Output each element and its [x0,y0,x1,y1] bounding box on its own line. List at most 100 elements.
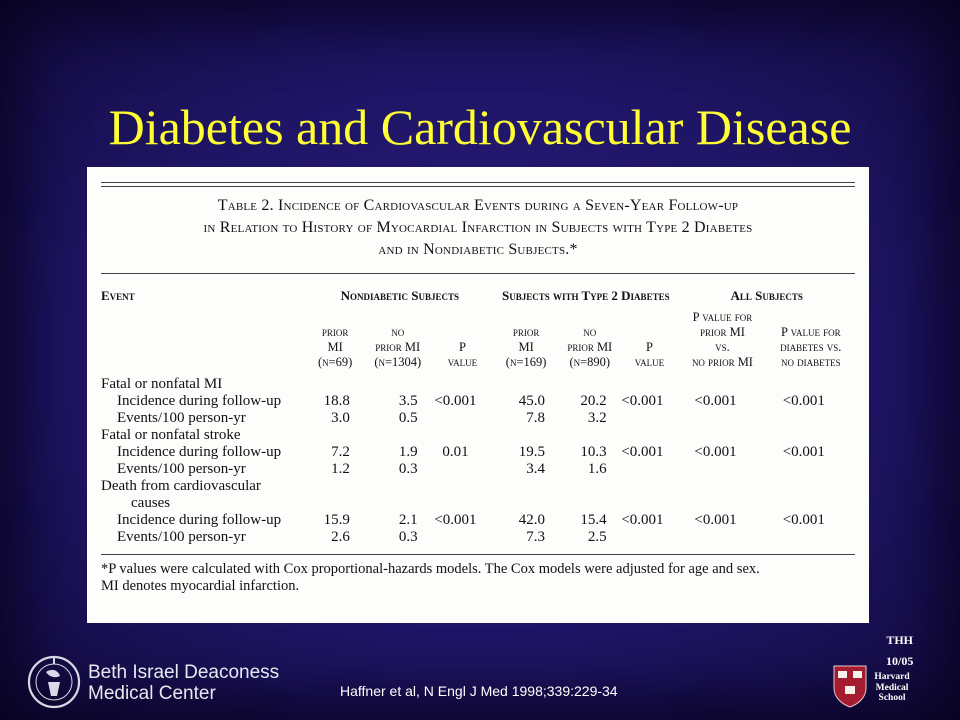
table-row: Events/100 person-yr 1.2 0.3 3.4 1.6 [101,461,855,478]
table-cell: 42.0 [518,512,545,528]
bidmc-wordmark: Beth Israel Deaconess Medical Center [88,662,279,704]
table-cell: 15.9 [323,512,350,528]
slide-title: Diabetes and Cardiovascular Disease [108,99,852,155]
table-cell: 0.5 [398,410,418,426]
table-cell: <0.001 [694,512,737,528]
table-cell [621,410,679,427]
table-cell: 3.2 [587,410,607,426]
row-label: Incidence during follow-up [117,512,282,528]
row-label: Events/100 person-yr [117,529,246,545]
row-label: Events/100 person-yr [117,461,246,477]
table-cell [678,427,766,444]
row-label: Fatal or nonfatal MI [101,376,223,392]
table-cell: <0.001 [621,393,664,409]
table-cell: 7.3 [526,529,545,545]
footnote-line-1: *P values were calculated with Cox propo… [101,561,760,577]
group-header-row: Event Nondiabetic Subjects Subjects with… [101,274,855,310]
table-cell [621,529,679,546]
table-cell [432,461,494,478]
table-cell [767,529,855,546]
table-cell [432,495,494,512]
table-row: causes [101,495,855,512]
top-rule [101,182,855,183]
table-cell [493,495,559,512]
row-label: Events/100 person-yr [117,410,246,426]
row-label: Incidence during follow-up [117,444,282,460]
caption-line-2: in Relation to History of Myocardial Inf… [203,219,753,236]
table-cell [621,495,679,512]
table-row: Events/100 person-yr 3.0 0.5 7.8 3.2 [101,410,855,427]
table-cell [364,376,432,393]
table-cell [493,478,559,495]
table-cell: 1.9 [398,444,418,460]
table-cell: 0.01 [442,444,469,460]
table-cell [559,376,621,393]
table-panel: Table 2. Incidence of Cardiovascular Eve… [87,167,869,623]
table-cell: 10.3 [580,444,607,460]
table-row: Fatal or nonfatal stroke [101,427,855,444]
table-cell [432,427,494,444]
header-nondiabetic: Nondiabetic Subjects [340,288,460,303]
caption-line-1: Table 2. Incidence of Cardiovascular Eve… [217,197,739,214]
table-cell: 15.4 [580,512,607,528]
hms-line-1: Harvard [874,672,910,682]
sub-all-p1: P value for prior MI vs. no prior MI [691,310,753,369]
row-label: Death from cardiovascular [101,478,261,494]
sub-d-noprior: no prior MI (n=890) [567,325,613,369]
footnote-rule [101,554,855,555]
table-cell: 1.2 [331,461,350,477]
header-all: All Subjects [730,288,803,303]
table-cell: 45.0 [518,393,545,409]
table-cell [306,478,364,495]
table-cell: 2.1 [398,512,418,528]
row-label: causes [131,495,171,511]
table-cell [432,529,494,546]
table-cell: <0.001 [782,444,825,460]
table-row: Incidence during follow-up 7.2 1.9 0.01 19.5… [101,444,855,461]
table-cell: 18.8 [323,393,350,409]
table-cell: 19.5 [518,444,545,460]
table-cell [621,376,679,393]
sub-nd-noprior: no prior MI (n=1304) [374,325,422,369]
harvard-shield-icon [833,665,867,708]
table-cell: 2.6 [331,529,350,545]
table-cell [364,495,432,512]
sub-nd-prior: prior MI (n=69) [317,325,353,369]
table-cell [621,461,679,478]
table-cell [678,529,766,546]
table-cell [306,495,364,512]
table-cell: <0.001 [782,512,825,528]
table-cell: 0.3 [398,461,418,477]
table-cell [767,478,855,495]
row-label: Incidence during follow-up [117,393,282,409]
caption-line-3: and in Nondiabetic Subjects.* [378,241,578,258]
table-row: Incidence during follow-up 15.9 2.1 <0.001 4… [101,512,855,529]
table-cell: 2.5 [587,529,607,545]
table-row: Events/100 person-yr 2.6 0.3 7.3 2.5 [101,529,855,546]
table-cell [559,478,621,495]
table-cell: 3.4 [526,461,545,477]
table-cell [559,427,621,444]
table-cell [767,376,855,393]
table-cell: 7.2 [331,444,350,460]
table-cell [767,461,855,478]
table-cell [767,427,855,444]
table-cell: 1.6 [587,461,607,477]
table-cell [621,427,679,444]
header-diabetic: Subjects with Type 2 Diabetes [501,288,670,303]
bidmc-line-1: Beth Israel Deaconess [88,662,280,683]
table-cell [432,478,494,495]
footnote-line-2: MI denotes myocardial infarction. [101,578,300,594]
table-cell [767,495,855,512]
table-footnote: *P values were calculated with Cox propo… [101,555,855,595]
table-cell: <0.001 [621,512,664,528]
table-cell: <0.001 [621,444,664,460]
hms-line-3: School [878,693,906,703]
table-cell [493,427,559,444]
table-cell [767,410,855,427]
author-stamp: THH 10/05 [886,633,913,669]
table-cell [306,376,364,393]
table-cell [432,410,494,427]
table-cell: <0.001 [694,444,737,460]
